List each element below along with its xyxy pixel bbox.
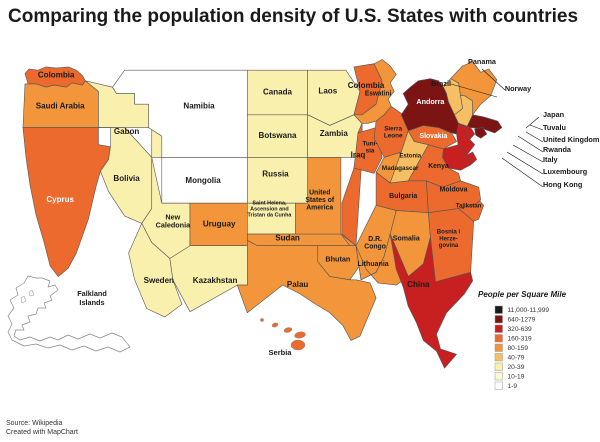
svg-text:40-79: 40-79 [508,355,525,362]
svg-text:People per Square Mile: People per Square Mile [478,290,567,299]
svg-text:Andorra: Andorra [416,97,445,106]
svg-text:Falkland: Falkland [77,289,107,298]
svg-text:Lithuania: Lithuania [357,259,389,268]
svg-text:Saudi Arabia: Saudi Arabia [36,101,85,110]
svg-text:20-39: 20-39 [508,364,525,371]
svg-text:Italy: Italy [543,155,559,164]
svg-text:Bulgaria: Bulgaria [389,191,418,200]
svg-text:320-639: 320-639 [508,326,533,333]
svg-text:Palau: Palau [287,280,308,289]
svg-text:160-319: 160-319 [508,336,533,343]
svg-text:Brazil: Brazil [431,79,451,88]
svg-text:Russia: Russia [262,169,289,178]
svg-text:Eswatini: Eswatini [365,91,392,98]
svg-text:Namibia: Namibia [183,101,215,110]
svg-text:Kenya: Kenya [428,163,449,170]
svg-text:Canada: Canada [263,87,292,96]
svg-text:Colombia: Colombia [348,81,385,90]
svg-text:Zambia: Zambia [320,129,349,138]
svg-text:United Kingdom: United Kingdom [543,135,600,144]
svg-text:80-159: 80-159 [508,345,529,352]
svg-text:Gabon: Gabon [114,127,139,136]
svg-text:Bolivia: Bolivia [113,174,140,183]
svg-text:Slovakia: Slovakia [420,133,448,140]
svg-text:China: China [407,280,430,289]
svg-text:Norway: Norway [505,84,532,93]
svg-text:Sweden: Sweden [144,276,174,285]
svg-text:Cyprus: Cyprus [46,195,74,204]
svg-text:1-9: 1-9 [508,383,518,390]
svg-text:640-1279: 640-1279 [508,317,536,324]
svg-text:Kazakhstan: Kazakhstan [193,276,238,285]
svg-text:Somalia: Somalia [393,233,421,242]
svg-text:Laos: Laos [318,86,337,95]
svg-text:Madagascar: Madagascar [382,165,419,172]
svg-text:Luxembourg: Luxembourg [543,167,587,176]
svg-text:Tajikstan: Tajikstan [456,202,482,209]
svg-text:Iraq: Iraq [351,150,366,159]
svg-text:11,000-11,999: 11,000-11,999 [508,307,550,314]
svg-text:Panama: Panama [468,57,497,66]
svg-text:10-19: 10-19 [508,374,525,381]
svg-text:Estonia: Estonia [399,152,421,159]
svg-text:Sudan: Sudan [275,233,300,242]
svg-text:Serbia: Serbia [269,348,293,357]
svg-text:Moldova: Moldova [440,186,468,193]
svg-text:Hong Kong: Hong Kong [543,180,582,189]
svg-text:Mongolia: Mongolia [185,176,221,185]
svg-text:Japan: Japan [543,110,564,119]
svg-text:Rwanda: Rwanda [543,145,572,154]
svg-text:Uruguay: Uruguay [203,219,236,228]
svg-text:Islands: Islands [79,298,104,307]
svg-text:Botswana: Botswana [259,131,297,140]
svg-text:Tuvalu: Tuvalu [543,123,566,132]
svg-text:Colombia: Colombia [38,70,75,79]
svg-text:Bhutan: Bhutan [325,254,350,263]
